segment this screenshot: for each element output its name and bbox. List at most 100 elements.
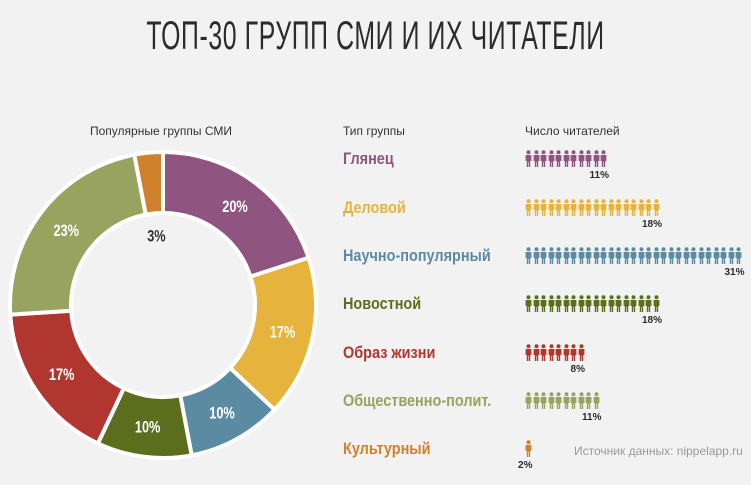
person-icon (600, 295, 607, 317)
person-icon (533, 150, 540, 172)
person-icon (525, 295, 532, 317)
person-icon (570, 295, 577, 317)
person-icon (555, 247, 562, 269)
page-title: ТОП-30 ГРУПП СМИ И ИХ ЧИТАТЕЛИ (146, 14, 605, 58)
person-icon (645, 247, 652, 269)
person-icon (615, 199, 622, 221)
person-icon (533, 392, 540, 414)
person-icon (555, 150, 562, 172)
donut-slice-label: 10% (135, 418, 161, 437)
person-icon (578, 344, 585, 366)
person-icon (698, 247, 705, 269)
person-icon (563, 392, 570, 414)
person-icon (638, 247, 645, 269)
person-icon (540, 150, 547, 172)
category-label: Образ жизни (343, 343, 436, 362)
person-icon (548, 247, 555, 269)
category-label: Общественно-полит. (343, 391, 492, 410)
person-icon (525, 440, 532, 462)
value-label: 31% (724, 267, 745, 278)
person-icon (548, 199, 555, 221)
person-icon (525, 150, 532, 172)
person-icon (548, 344, 555, 366)
person-icon (578, 295, 585, 317)
person-icon (533, 295, 540, 317)
donut-slice (131, 149, 165, 217)
person-icon (608, 247, 615, 269)
person-icon (675, 247, 682, 269)
person-icon (540, 199, 547, 221)
donut-slice-label: 17% (270, 323, 296, 342)
person-icon (615, 247, 622, 269)
person-icon (623, 295, 630, 317)
person-icon (533, 247, 540, 269)
donut-slice-label: 17% (49, 365, 75, 384)
person-icon (548, 295, 555, 317)
person-icon (540, 247, 547, 269)
donut-slice (8, 152, 149, 317)
person-icon (653, 199, 660, 221)
person-icon (593, 247, 600, 269)
person-icon (533, 344, 540, 366)
person-icon (593, 199, 600, 221)
person-icon (623, 247, 630, 269)
person-icon (593, 392, 600, 414)
person-icon (578, 392, 585, 414)
person-icon (570, 392, 577, 414)
person-icon (585, 295, 592, 317)
person-icon (600, 150, 607, 172)
value-label: 8% (570, 364, 585, 375)
person-icon (555, 199, 562, 221)
person-icon (578, 150, 585, 172)
value-header: Число читателей (525, 124, 620, 138)
person-icon (705, 247, 712, 269)
person-icon (653, 247, 660, 269)
donut-slice-label: 23% (53, 221, 79, 240)
value-label: 18% (642, 315, 663, 326)
person-icon (615, 295, 622, 317)
person-icon (630, 199, 637, 221)
category-label: Деловой (343, 198, 406, 217)
person-icon (563, 295, 570, 317)
donut-slice-label: 20% (222, 197, 248, 216)
person-icon (653, 295, 660, 317)
person-icon (570, 247, 577, 269)
person-icon (563, 247, 570, 269)
person-icon (645, 199, 652, 221)
person-icon (533, 199, 540, 221)
person-icon (525, 199, 532, 221)
person-icon (713, 247, 720, 269)
person-icon (690, 247, 697, 269)
person-icon (593, 150, 600, 172)
category-label: Культурный (343, 439, 431, 458)
person-icon (645, 295, 652, 317)
person-icon (570, 199, 577, 221)
person-icon (578, 199, 585, 221)
person-icon (585, 199, 592, 221)
person-icon (600, 199, 607, 221)
person-icon (728, 247, 735, 269)
person-icon (608, 295, 615, 317)
value-label: 11% (582, 412, 602, 423)
donut-slice-label: 10% (209, 404, 235, 423)
person-icon (623, 199, 630, 221)
value-label: 2% (518, 460, 533, 471)
person-icon (593, 295, 600, 317)
person-icon (555, 295, 562, 317)
person-icon (548, 150, 555, 172)
person-icon (668, 247, 675, 269)
person-icon (638, 295, 645, 317)
person-icon (600, 247, 607, 269)
category-label: Научно-популярный (343, 246, 491, 265)
person-icon (525, 344, 532, 366)
person-icon (720, 247, 727, 269)
person-icon (630, 247, 637, 269)
donut-chart: 20% 17% 10% 10% 17% 23% 3% (8, 149, 318, 460)
person-icon (585, 150, 592, 172)
person-icon (525, 392, 532, 414)
person-icon (660, 247, 667, 269)
source-note: Источник данных: nippelapp.ru (574, 444, 743, 458)
person-icon (570, 344, 577, 366)
person-icon (570, 150, 577, 172)
